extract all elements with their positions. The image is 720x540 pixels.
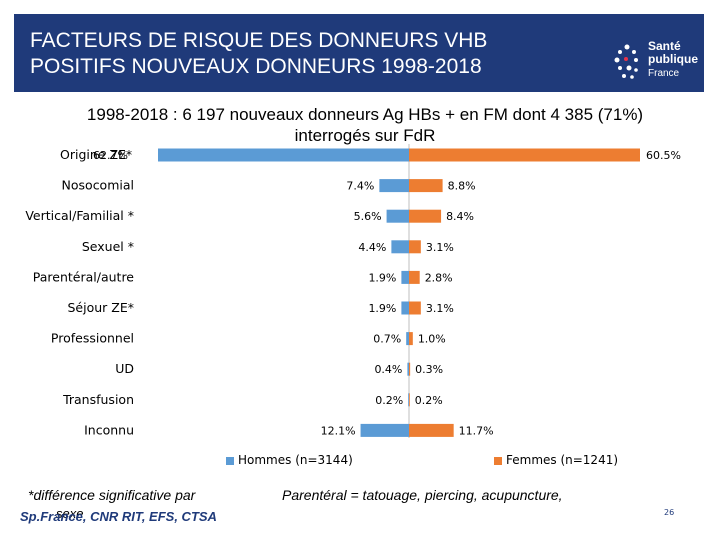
value-label-hommes: 1.9% <box>368 302 396 315</box>
chart-subtitle-line1: 1998-2018 : 6 197 nouveaux donneurs Ag H… <box>86 105 644 124</box>
bar-hommes <box>360 423 409 437</box>
value-label-hommes: 4.4% <box>358 241 386 254</box>
bar-femmes <box>409 332 413 346</box>
value-label-femmes: 0.3% <box>415 363 443 376</box>
bar-hommes <box>401 301 409 315</box>
value-label-femmes: 3.1% <box>426 241 454 254</box>
value-label-femmes: 8.4% <box>446 210 474 223</box>
chart-subtitle: 1998-2018 : 6 197 nouveaux donneurs Ag H… <box>20 104 710 146</box>
value-label-hommes: 1.9% <box>368 271 396 284</box>
value-label-femmes: 1.0% <box>418 333 446 346</box>
legend-women-swatch <box>494 456 502 465</box>
value-label-femmes: 0.2% <box>415 394 443 407</box>
legend-women: Femmes (n=1241) <box>494 453 618 467</box>
bar-femmes <box>409 179 443 193</box>
logo-text-line2: publique <box>648 52 698 66</box>
bar-hommes <box>158 148 409 162</box>
bar-hommes <box>379 179 409 193</box>
page-number: 26 <box>664 508 675 517</box>
bar-femmes <box>409 270 420 284</box>
bar-hommes <box>391 240 409 254</box>
category-label: Nosocomial <box>62 178 134 193</box>
header-banner: FACTEURS DE RISQUE DES DONNEURS VHB POSI… <box>14 14 704 92</box>
risk-factor-chart: Origine ZE*62.7% 60.5% Nosocomial 7.4% 8.8% V… <box>25 144 681 438</box>
bar-femmes <box>409 423 454 437</box>
category-label: Séjour ZE* <box>68 300 135 315</box>
value-label-hommes: 12.1% <box>321 424 356 437</box>
category-label: Vertical/Familial * <box>25 208 134 223</box>
bar-femmes <box>409 362 411 376</box>
value-label-hommes: 7.4% <box>346 180 374 193</box>
bar-femmes <box>409 393 410 407</box>
sante-publique-france-logo: Santé publique France <box>614 36 704 86</box>
page-title: FACTEURS DE RISQUE DES DONNEURS VHB POSI… <box>30 28 487 80</box>
logo-text-line3: France <box>648 68 680 79</box>
value-label-femmes: 11.7% <box>459 424 494 437</box>
category-label: Parentéral/autre <box>33 269 135 284</box>
value-label-femmes: 60.5% <box>646 149 681 162</box>
bar-hommes <box>386 209 409 223</box>
page-title-line2: POSITIFS NOUVEAUX DONNEURS 1998-2018 <box>30 55 482 78</box>
value-label-femmes: 8.8% <box>448 180 476 193</box>
value-label-hommes: 0.4% <box>374 363 402 376</box>
footnote-significance-line2: sexe <box>56 506 84 521</box>
category-label: Inconnu <box>84 422 134 437</box>
footnote-significance: *différence significative par <box>28 487 195 503</box>
footnote-parenteral: Parentéral = tatouage, piercing, acupunc… <box>282 487 563 503</box>
bar-femmes <box>409 148 640 162</box>
category-label: Professionnel <box>51 331 134 346</box>
page-title-line1: FACTEURS DE RISQUE DES DONNEURS VHB <box>30 29 488 52</box>
footnote-significance-line1: *différence significative par <box>28 487 196 503</box>
bar-femmes <box>409 301 421 315</box>
bar-hommes <box>408 393 409 407</box>
logo-text-line1: Santé <box>648 39 681 53</box>
legend-men: Hommes (n=3144) <box>226 453 353 467</box>
value-label-hommes: 5.6% <box>354 210 382 223</box>
bar-femmes <box>409 209 442 223</box>
source-text: Sp.France, CNR RIT, EFS, CTSA <box>20 509 217 524</box>
bar-hommes <box>401 270 409 284</box>
category-label: Origine ZE* <box>60 147 132 162</box>
category-label: Transfusion <box>62 392 134 407</box>
bar-femmes <box>409 240 421 254</box>
chart-subtitle-line2: interrogés sur FdR <box>294 126 436 145</box>
bar-hommes <box>406 332 409 346</box>
value-label-femmes: 3.1% <box>426 302 454 315</box>
value-label-hommes: 0.7% <box>373 333 401 346</box>
value-label-hommes: 0.2% <box>375 394 403 407</box>
value-label-hommes: 62.7% <box>93 149 128 162</box>
category-label: Sexuel * <box>82 239 134 254</box>
legend-men-swatch <box>226 456 234 465</box>
bar-hommes <box>407 362 409 376</box>
legend-men-label: Hommes (n=3144) <box>238 453 353 467</box>
category-label: UD <box>115 361 134 376</box>
legend-women-label: Femmes (n=1241) <box>506 453 619 467</box>
logo-dots-icon <box>614 44 638 79</box>
value-label-femmes: 2.8% <box>425 271 453 284</box>
